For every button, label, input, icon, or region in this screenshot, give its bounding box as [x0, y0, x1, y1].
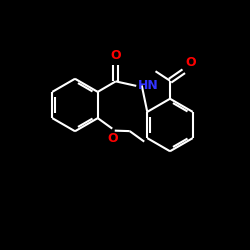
Text: HN: HN	[138, 80, 158, 92]
Text: O: O	[186, 56, 196, 69]
Text: O: O	[107, 132, 118, 144]
Text: O: O	[110, 49, 121, 62]
